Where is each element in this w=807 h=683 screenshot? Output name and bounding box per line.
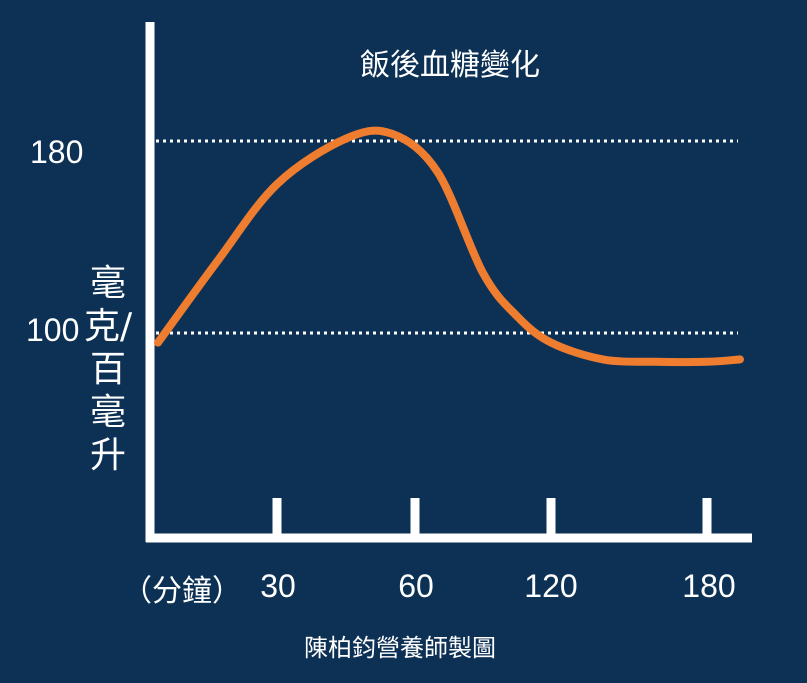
chart-credit: 陳柏鈞營養師製圖 <box>304 634 496 662</box>
x-tick-label-120: 120 <box>524 568 578 604</box>
x-tick-label-180: 180 <box>682 568 736 604</box>
x-axis-unit-label: （分鐘） <box>122 574 242 609</box>
x-tick-label-30: 30 <box>260 568 296 604</box>
chart-title: 飯後血糖變化 <box>360 48 540 83</box>
y-tick-label-100: 100 <box>26 312 80 348</box>
y-axis-label: 毫克/百毫升 <box>84 263 133 476</box>
y-tick-label-180: 180 <box>30 134 84 170</box>
x-tick-label-60: 60 <box>398 568 434 604</box>
blood-glucose-curve <box>154 126 744 367</box>
